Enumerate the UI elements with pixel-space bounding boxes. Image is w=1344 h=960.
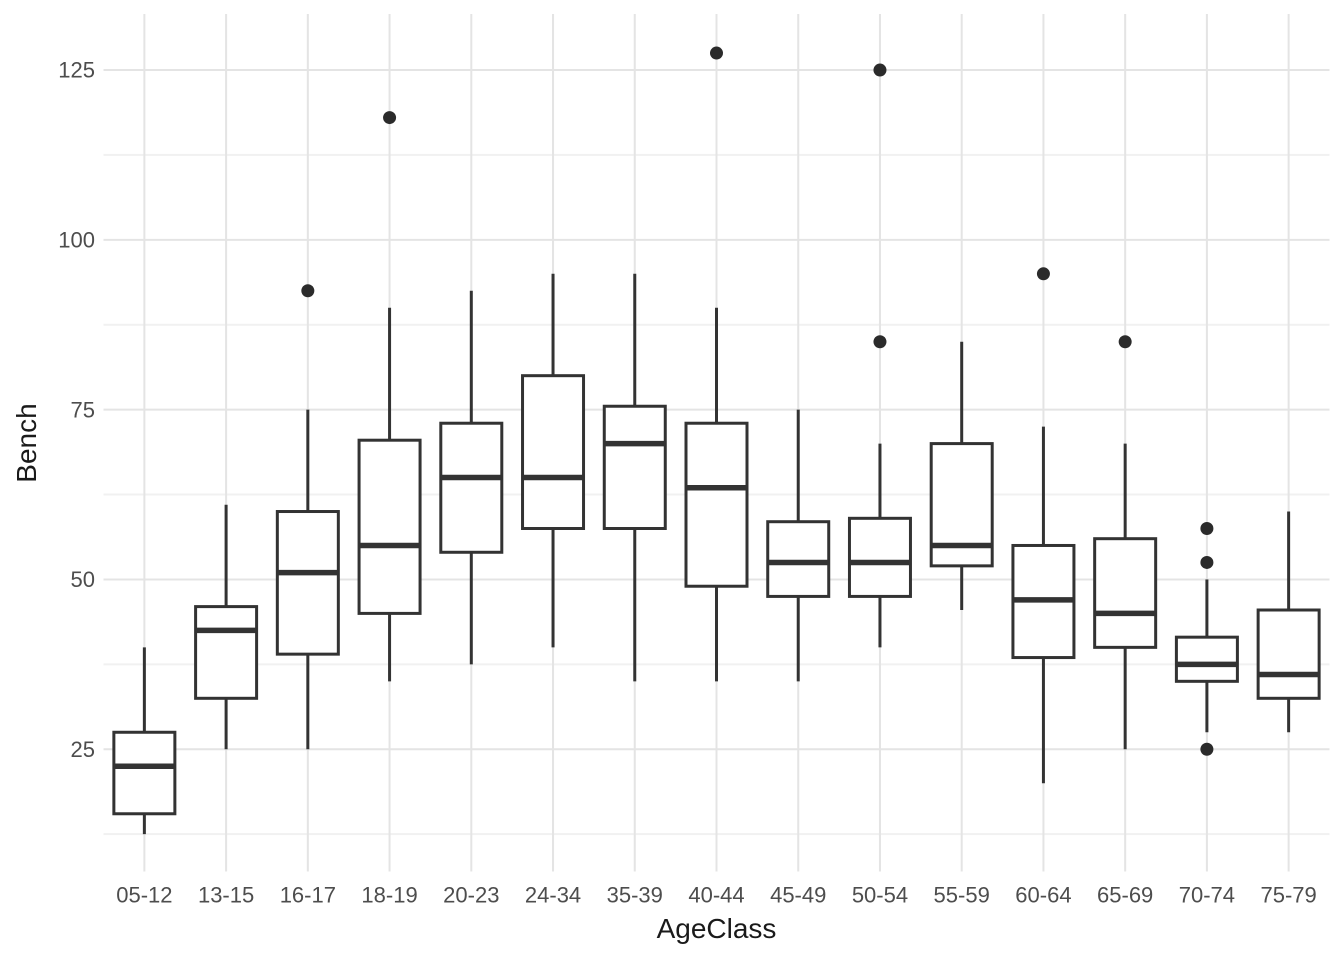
outlier-65-69-0 — [1118, 335, 1132, 349]
box-18-19 — [357, 438, 422, 615]
x-tick-label-13-15: 13-15 — [198, 883, 254, 908]
x-tick-label-60-64: 60-64 — [1015, 883, 1071, 908]
outlier-18-19-0 — [383, 111, 397, 125]
box-75-79 — [1256, 608, 1321, 700]
x-tick-label-18-19: 18-19 — [361, 883, 417, 908]
x-tick-label-24-34: 24-34 — [525, 883, 581, 908]
x-tick-label-65-69: 65-69 — [1097, 883, 1153, 908]
outlier-50-54-0 — [873, 335, 887, 349]
x-tick-label-75-79: 75-79 — [1260, 883, 1316, 908]
y-tick-label-25: 25 — [71, 737, 95, 762]
x-tick-label-55-59: 55-59 — [934, 883, 990, 908]
box-50-54 — [847, 516, 912, 598]
box-45-49 — [766, 520, 831, 598]
outlier-70-74-1 — [1200, 555, 1214, 569]
outlier-40-44-0 — [710, 46, 723, 60]
x-tick-label-40-44: 40-44 — [688, 883, 744, 908]
x-tick-label-05-12: 05-12 — [116, 883, 172, 908]
box-16-17 — [275, 510, 340, 656]
y-tick-label-75: 75 — [71, 397, 95, 422]
x-tick-label-45-49: 45-49 — [770, 883, 826, 908]
outlier-16-17-0 — [301, 284, 315, 298]
outlier-50-54-1 — [873, 63, 887, 77]
box-20-23 — [439, 421, 504, 554]
x-tick-label-16-17: 16-17 — [280, 883, 336, 908]
outlier-60-64-0 — [1036, 267, 1050, 281]
x-tick-label-20-23: 20-23 — [443, 883, 499, 908]
x-tick-label-35-39: 35-39 — [607, 883, 663, 908]
box-65-69 — [1093, 537, 1158, 649]
outlier-70-74-2 — [1200, 742, 1214, 756]
x-tick-label-70-74: 70-74 — [1179, 883, 1235, 908]
box-13-15 — [194, 605, 259, 700]
y-tick-label-100: 100 — [58, 228, 95, 253]
box-05-12 — [112, 730, 177, 816]
outlier-70-74-0 — [1200, 522, 1214, 535]
box-24-34 — [521, 374, 586, 530]
y-tick-label-125: 125 — [58, 58, 95, 83]
box-40-44 — [684, 421, 749, 588]
y-axis-title: Bench — [11, 403, 42, 483]
box-70-74 — [1174, 635, 1239, 683]
x-axis-title: AgeClass — [656, 913, 777, 944]
x-tick-label-50-54: 50-54 — [852, 883, 908, 908]
y-tick-label-50: 50 — [71, 567, 95, 592]
box-35-39 — [602, 404, 667, 531]
